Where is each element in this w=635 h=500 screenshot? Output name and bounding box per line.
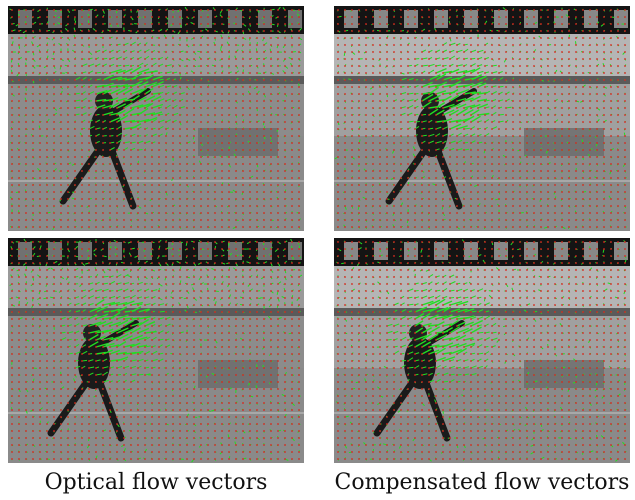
compensated-flow-caption: Compensated flow vectors [334, 470, 630, 495]
frame-1-optical-flow-canvas [8, 6, 304, 231]
flow-vector-grid [9, 238, 303, 463]
frame-1-optical-flow-image [8, 6, 304, 231]
flow-vector-grid [9, 6, 303, 231]
optical-flow-caption: Optical flow vectors [44, 470, 268, 495]
frame-2-compensated-flow-image [334, 238, 630, 463]
flow-vector-grid [334, 7, 627, 230]
frame-1-compensated-flow-image [334, 6, 630, 231]
frame-2-compensated-flow-canvas [334, 238, 630, 463]
flow-vector-grid [336, 239, 627, 462]
frame-2-optical-flow-canvas [8, 238, 304, 463]
frame-1-compensated-flow-canvas [334, 6, 630, 231]
frame-2-optical-flow-image [8, 238, 304, 463]
